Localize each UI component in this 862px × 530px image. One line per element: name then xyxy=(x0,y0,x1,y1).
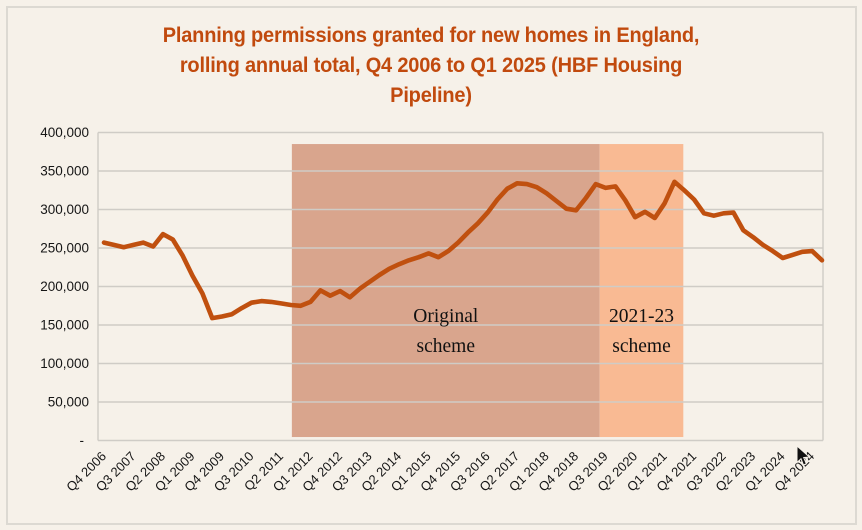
chart-title: Planning permissions granted for new hom… xyxy=(30,20,832,110)
y-axis-label: 150,000 xyxy=(40,318,89,333)
scheme-region-1-label-line-1: Original xyxy=(413,306,479,327)
chart-title-line-2: rolling annual total, Q4 2006 to Q1 2025… xyxy=(179,53,683,77)
scheme-region-2-label-line-2: scheme xyxy=(612,336,670,357)
y-axis-label: 350,000 xyxy=(40,164,89,179)
y-axis-label: - xyxy=(80,433,85,448)
y-axis-label: 250,000 xyxy=(40,241,89,256)
y-axis-label: 50,000 xyxy=(48,395,89,410)
chart-border xyxy=(6,6,857,525)
y-axis-label: 100,000 xyxy=(40,356,89,371)
chart-title-line-1: Planning permissions granted for new hom… xyxy=(162,23,700,47)
permissions-series-line xyxy=(101,179,825,321)
y-axis-label: 200,000 xyxy=(40,279,89,294)
scheme-region-2-label-line-1: 2021-23 xyxy=(609,306,674,327)
scheme-region-1-label-line-2: scheme xyxy=(417,336,475,357)
y-axis-label: 400,000 xyxy=(40,125,89,140)
y-axis-label: 300,000 xyxy=(40,202,89,217)
mouse-cursor xyxy=(796,444,811,466)
chart-title-line-3: Pipeline) xyxy=(390,83,472,107)
